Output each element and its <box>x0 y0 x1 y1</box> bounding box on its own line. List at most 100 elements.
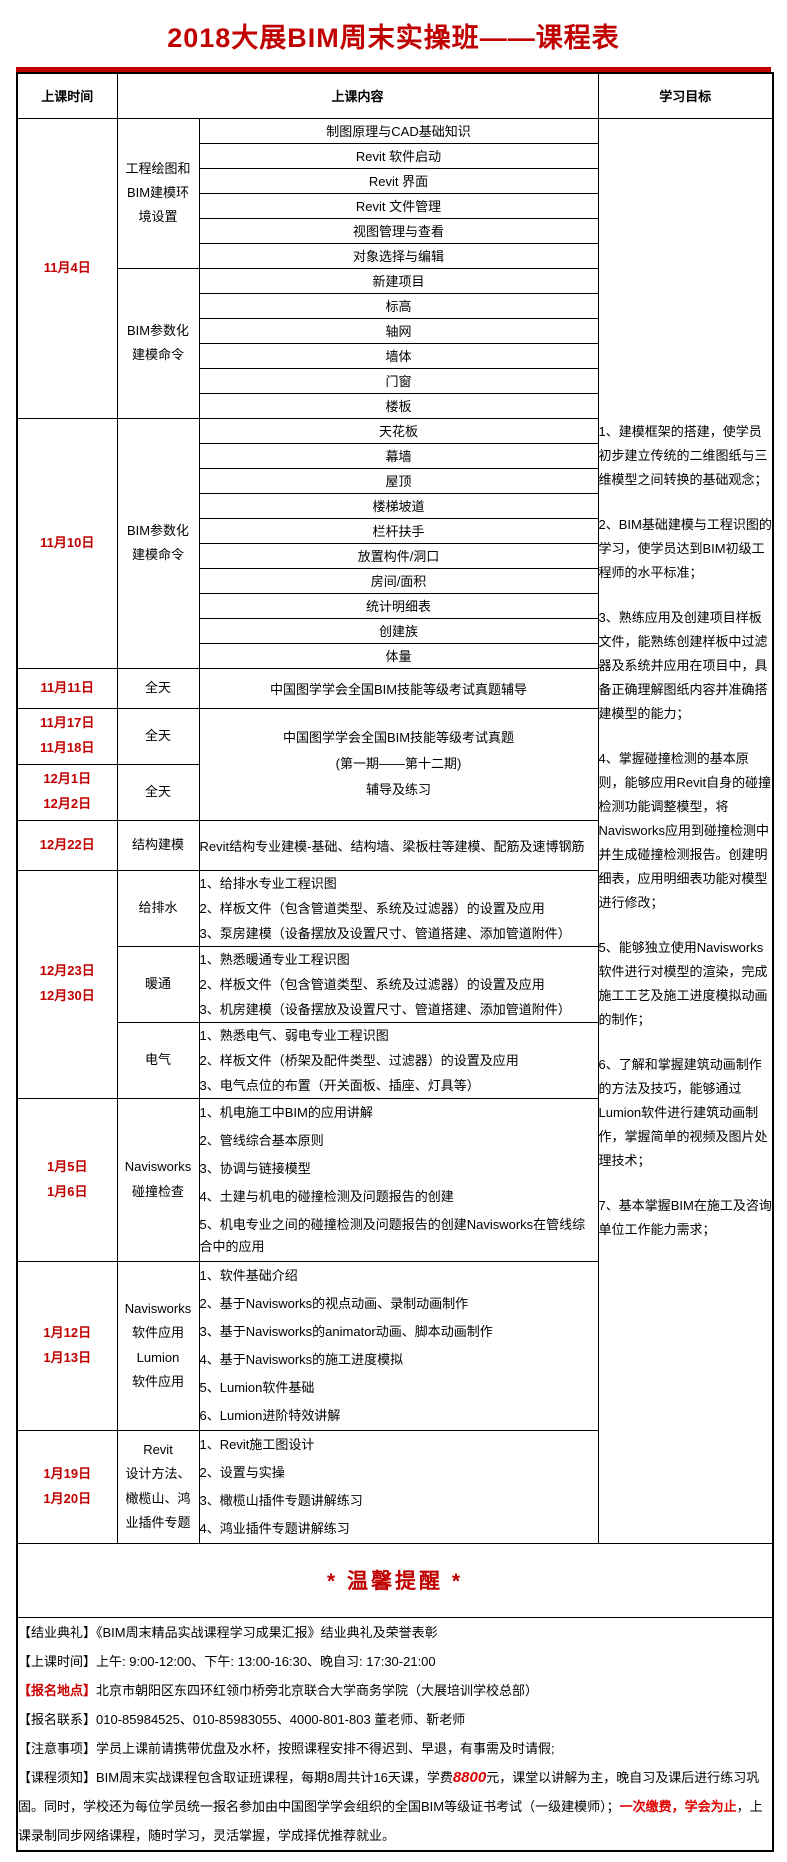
group-cell-hvac: 暖通 <box>116 945 200 1023</box>
header-row: 上课时间 上课内容 学习目标 <box>16 72 774 119</box>
goal-item: 4、掌握碰撞检测的基本原则，能够应用Revit自身的碰撞检测功能调整模型，将Na… <box>598 750 772 910</box>
table-row: 房间/面积 <box>17 567 773 594</box>
content-cell: 视图管理与查看 <box>198 217 599 244</box>
content-cell: Revit 文件管理 <box>198 192 599 219</box>
content-line: 1、机电施工中BIM的应用讲解 <box>199 1104 373 1120</box>
date-cell-jan5-6: 1月5日 1月6日 <box>16 1097 118 1262</box>
content-cell: 房间/面积 <box>198 567 599 594</box>
note-line-graduation: 【结业典礼】《BIM周末精品实战课程学习成果汇报》结业典礼及荣誉表彰 <box>18 1618 772 1647</box>
goal-item: 1、建模框架的搭建，使学员初步建立传统的二维图纸与三维模型之间转换的基础观念； <box>598 423 768 487</box>
content-cell: Revit结构专业建模-基础、结构墙、梁板柱等建模、配筋及速博钢筋 <box>198 819 599 871</box>
content-line: 6、Lumion进阶特效讲解 <box>199 1407 341 1423</box>
content-line: 3、橄榄山插件专题讲解练习 <box>199 1492 363 1508</box>
content-cell: 轴网 <box>198 317 599 344</box>
schedule-table-wrap: 上课时间 上课内容 学习目标 11月4日 工程绘图和 BIM建模环 境设置 制图… <box>16 67 775 1852</box>
group-cell-plumbing: 给排水 <box>116 869 200 947</box>
content-line: 1、熟悉电气、弱电专业工程识图 <box>199 1027 389 1043</box>
goal-item: 6、了解和掌握建筑动画制作的方法及技巧，能够通过Lumion软件进行建筑动画制作… <box>598 1056 768 1168</box>
note-label: 【课程须知】 <box>18 1769 97 1785</box>
date-cell-nov4: 11月4日 <box>16 117 118 419</box>
content-cell: 楼板 <box>198 392 599 419</box>
table-row: 楼板 <box>17 392 773 419</box>
header-goal: 学习目标 <box>597 72 774 119</box>
content-cell: 栏杆扶手 <box>198 517 599 544</box>
goal-item: 2、BIM基础建模与工程识图的学习，使学员达到BIM初级工程师的水平标准； <box>598 516 772 580</box>
content-cell: 统计明细表 <box>198 592 599 619</box>
content-cell: 门窗 <box>198 367 599 394</box>
content-cell: 楼梯坡道 <box>198 492 599 519</box>
note-line-contact: 【报名联系】010-85984525、010-85983055、4000-801… <box>18 1705 772 1734</box>
content-line: 1、Revit施工图设计 <box>199 1436 315 1452</box>
table-row: 电气 1、熟悉电气、弱电专业工程识图 2、样板文件（桥架及配件类型、过滤器）的设… <box>17 1021 773 1099</box>
group-cell-allday: 全天 <box>116 707 200 765</box>
table-row: 11月17日 11月18日 全天 中国图学学会全国BIM技能等级考试真题 (第一… <box>16 707 773 821</box>
content-cell: 屋顶 <box>198 467 599 494</box>
price-highlight: 8800 <box>452 1768 487 1786</box>
note-text: 《BIM周末精品实战课程学习成果汇报》结业典礼及荣誉表彰 <box>96 1624 438 1640</box>
date-cell-jan12-13: 1月12日 1月13日 <box>16 1260 118 1431</box>
note-label: 【报名联系】 <box>18 1711 97 1727</box>
table-row: 1月12日 1月13日 Navisworks 软件应用 Lumion 软件应用 … <box>16 1260 773 1431</box>
content-line: 4、鸿业插件专题讲解练习 <box>199 1520 350 1536</box>
schedule-table: 上课时间 上课内容 学习目标 11月4日 工程绘图和 BIM建模环 境设置 制图… <box>16 72 775 1852</box>
content-cell-revit-plugins: 1、Revit施工图设计 2、设置与实操 3、橄榄山插件专题讲解练习 4、鸿业插… <box>198 1429 599 1544</box>
group-cell-navisworks-clash: Navisworks 碰撞检查 <box>116 1097 200 1262</box>
content-cell: Revit 软件启动 <box>198 142 599 169</box>
content-cell: 体量 <box>198 642 599 669</box>
table-row: 统计明细表 <box>17 592 773 619</box>
content-line: 4、土建与机电的碰撞检测及问题报告的创建 <box>199 1188 454 1204</box>
goal-item: 7、基本掌握BIM在施工及咨询单位工作能力需求； <box>598 1197 772 1237</box>
reminder-row: * 温馨提醒 * <box>16 1542 774 1618</box>
group-cell-electrical: 电气 <box>116 1021 200 1099</box>
note-text: 010-85984525、010-85983055、4000-801-803 董… <box>96 1711 466 1727</box>
content-cell: 创建族 <box>198 617 599 644</box>
content-cell-electrical: 1、熟悉电气、弱电专业工程识图 2、样板文件（桥架及配件类型、过滤器）的设置及应… <box>198 1021 599 1099</box>
table-row: 1月5日 1月6日 Navisworks 碰撞检查 1、机电施工中BIM的应用讲… <box>16 1097 773 1262</box>
goal-item: 3、熟练应用及创建项目样板文件，能熟练创建样板中过滤器及系统并应用在项目中，具备… <box>598 609 768 721</box>
content-line: 3、基于Navisworks的animator动画、脚本动画制作 <box>199 1323 493 1339</box>
goals-cell: 1、建模框架的搭建，使学员初步建立传统的二维图纸与三维模型之间转换的基础观念； … <box>597 117 774 1544</box>
content-line: 5、机电专业之间的碰撞检测及问题报告的创建Navisworks在管线综合中的应用 <box>199 1216 586 1254</box>
content-cell: 天花板 <box>198 417 599 444</box>
header-time: 上课时间 <box>16 72 118 119</box>
date-cell-jan19-20: 1月19日 1月20日 <box>16 1429 118 1544</box>
table-row: 创建族 <box>17 617 773 644</box>
note-text: BIM周末实战课程包含取证班课程，每期8周共计16天课，学费 <box>96 1769 453 1785</box>
note-label-location: 【报名地点】 <box>18 1682 97 1698</box>
table-row: 放置构件/洞口 <box>17 542 773 569</box>
group-cell-bim-parametric: BIM参数化 建模命令 <box>116 267 200 419</box>
date-cell-nov10: 11月10日 <box>16 417 118 669</box>
content-line: 3、泵房建模（设备摆放及设置尺寸、管道搭建、添加管道附件） <box>199 925 571 941</box>
note-label: 【上课时间】 <box>18 1653 97 1669</box>
table-row: 11月11日 全天 中国图学学会全国BIM技能等级考试真题辅导 <box>16 667 773 709</box>
content-line: 2、设置与实操 <box>199 1464 285 1480</box>
note-line-location: 【报名地点】北京市朝阳区东四环红领巾桥旁北京联合大学商务学院（大展培训学校总部） <box>18 1676 772 1705</box>
note-text: 学员上课前请携带优盘及水杯，按照课程安排不得迟到、早退，有事需及时请假; <box>96 1740 555 1756</box>
content-cell: 标高 <box>198 292 599 319</box>
table-row: 1月19日 1月20日 Revit 设计方法、 橄榄山、鸿 业插件专题 1、Re… <box>16 1429 773 1544</box>
group-cell-navisworks-lumion: Navisworks 软件应用 Lumion 软件应用 <box>116 1260 200 1431</box>
content-line: 3、机房建模（设备摆放及设置尺寸、管道搭建、添加管道附件） <box>199 1001 571 1017</box>
date-cell-dec22: 12月22日 <box>16 819 118 871</box>
content-line: 2、基于Navisworks的视点动画、录制动画制作 <box>199 1295 469 1311</box>
content-line: 3、电气点位的布置（开关面板、插座、灯具等） <box>199 1077 480 1093</box>
group-cell-bim-parametric-2: BIM参数化 建模命令 <box>116 417 200 669</box>
table-row: 暖通 1、熟悉暖通专业工程识图 2、样板文件（包含管道类型、系统及过滤器）的设置… <box>17 945 773 1023</box>
note-line-class-time: 【上课时间】上午: 9:00-12:00、下午: 13:00-16:30、晚自习… <box>18 1647 772 1676</box>
notes-row: 【结业典礼】《BIM周末精品实战课程学习成果汇报》结业典礼及荣誉表彰 【上课时间… <box>16 1616 774 1851</box>
group-cell-revit-plugins: Revit 设计方法、 橄榄山、鸿 业插件专题 <box>116 1429 200 1544</box>
table-row: 门窗 <box>17 367 773 394</box>
course-schedule-page: 2018大展BIM周末实操班——课程表 上课时间 上课内容 学习目标 11月4日… <box>0 16 787 1862</box>
content-cell-navisworks-lumion: 1、软件基础介绍 2、基于Navisworks的视点动画、录制动画制作 3、基于… <box>198 1260 599 1431</box>
content-cell: 放置构件/洞口 <box>198 542 599 569</box>
content-cell: Revit 界面 <box>198 167 599 194</box>
header-content: 上课内容 <box>116 72 599 119</box>
reminder-title: * 温馨提醒 * <box>327 1570 464 1593</box>
notes-cell: 【结业典礼】《BIM周末精品实战课程学习成果汇报》结业典礼及荣誉表彰 【上课时间… <box>16 1616 774 1851</box>
content-cell-plumbing: 1、给排水专业工程识图 2、样板文件（包含管道类型、系统及过滤器）的设置及应用 … <box>198 869 599 947</box>
note-text: 北京市朝阳区东四环红领巾桥旁北京联合大学商务学院（大展培训学校总部） <box>96 1682 539 1698</box>
note-line-precautions: 【注意事项】学员上课前请携带优盘及水杯，按照课程安排不得迟到、早退，有事需及时请… <box>18 1734 772 1763</box>
table-row: 幕墙 <box>17 442 773 469</box>
table-row: Revit 软件启动 <box>17 142 773 169</box>
goal-item: 5、能够独立使用Navisworks软件进行对模型的渲染，完成施工工艺及施工进度… <box>598 939 768 1027</box>
